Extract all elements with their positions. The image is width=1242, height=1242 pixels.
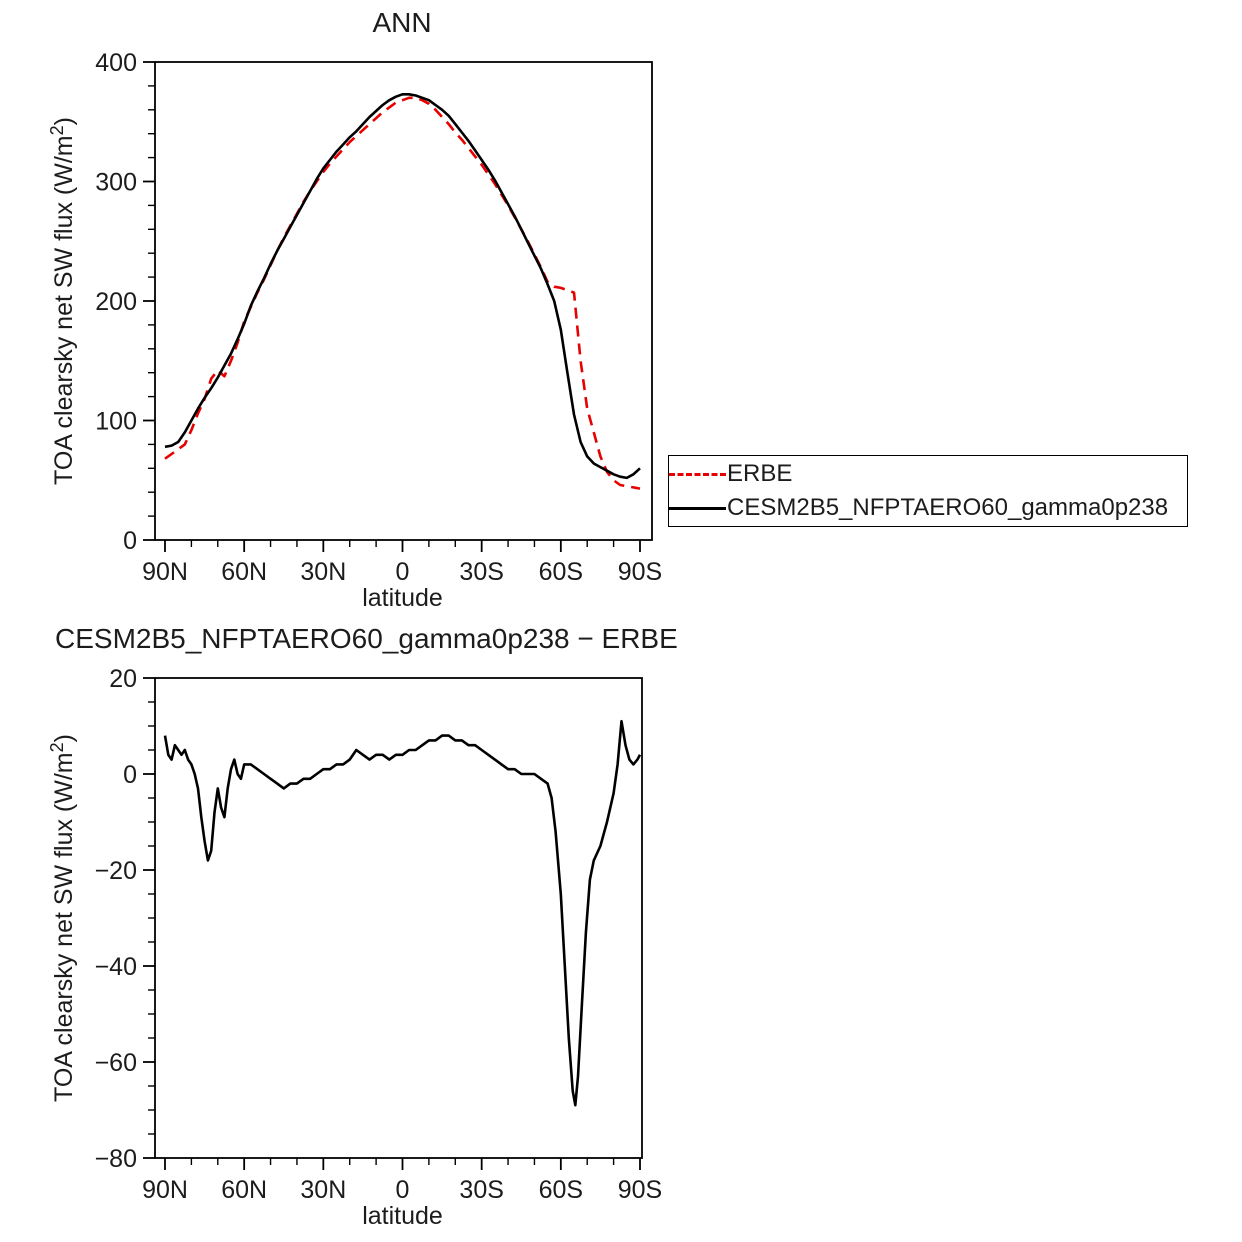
y-tick-label: 400 (95, 49, 137, 77)
y-tick-label: −60 (95, 1049, 137, 1077)
legend-item-model: CESM2B5_NFPTAERO60_gamma0p238 (669, 491, 1187, 525)
legend-label-model: CESM2B5_NFPTAERO60_gamma0p238 (727, 494, 1169, 521)
x-tick-label: 60S (539, 558, 583, 586)
y-tick-label: 200 (95, 288, 137, 316)
y-axis-label: TOA clearsky net SW flux (W/m2) (47, 117, 78, 485)
x-tick-label: 90N (142, 558, 188, 586)
chart-title: ANN (372, 7, 431, 38)
model-line-sample (669, 506, 726, 510)
x-tick-label: 60N (221, 1176, 267, 1204)
y-tick-label: −40 (95, 953, 137, 981)
x-tick-label: 0 (396, 558, 410, 586)
legend-label-erbe: ERBE (727, 460, 793, 487)
x-tick-label: 90S (618, 558, 662, 586)
series-cesm2b5-nfptaero60-gamma0p238-erbe (163, 719, 642, 1107)
legend-item-erbe: ERBE (669, 457, 1187, 491)
y-tick-label: 0 (123, 761, 137, 789)
x-tick-label: 0 (396, 1176, 410, 1204)
y-tick-label: 100 (95, 408, 137, 436)
x-tick-label: 90S (618, 1176, 662, 1204)
series-erbe (164, 96, 641, 490)
plot-frame (154, 677, 643, 1159)
x-tick-label: 60S (539, 1176, 583, 1204)
legend-box: ERBE CESM2B5_NFPTAERO60_gamma0p238 (668, 455, 1188, 527)
y-tick-label: −20 (95, 857, 137, 885)
x-tick-label: 60N (221, 558, 267, 586)
plot-frame (154, 61, 653, 541)
x-axis-label: latitude (362, 584, 443, 612)
y-tick-label: −80 (95, 1145, 137, 1173)
x-tick-label: 30S (459, 1176, 503, 1204)
y-tick-label: 0 (123, 527, 137, 555)
y-tick-label: 300 (95, 169, 137, 197)
y-axis-label: TOA clearsky net SW flux (W/m2) (47, 734, 78, 1102)
x-tick-label: 30N (300, 558, 346, 586)
x-tick-label: 90N (142, 1176, 188, 1204)
series-cesm2b5-nfptaero60-gamma0p238 (164, 93, 641, 480)
y-tick-label: 20 (109, 665, 137, 693)
x-tick-label: 30N (300, 1176, 346, 1204)
x-axis-label: latitude (362, 1202, 443, 1230)
chart-title: CESM2B5_NFPTAERO60_gamma0p238 − ERBE (55, 623, 678, 654)
erbe-line-sample (669, 472, 726, 476)
x-tick-label: 30S (459, 558, 503, 586)
